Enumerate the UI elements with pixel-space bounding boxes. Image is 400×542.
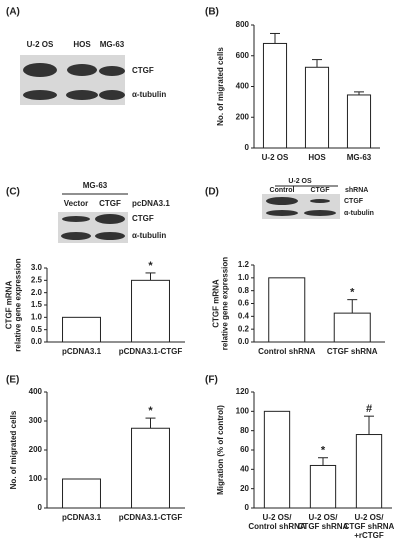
y-tick-label: 100 [236,406,250,415]
y-tick-label: 100 [29,474,43,483]
y-tick-label: 0 [245,143,250,152]
panel-label: (F) [205,375,218,386]
blot-bands [23,63,125,100]
bar [62,316,101,343]
x-tick-label: U-2 OS [262,153,289,162]
panel-label: (C) [6,187,20,198]
significance-marker: # [366,403,372,415]
y-axis-label: No. of migrated cells [9,410,18,489]
y-tick-label: 120 [236,387,250,396]
y-tick-label: 400 [236,82,250,91]
blot-column: pcDNA3.1 [132,199,170,208]
blot-header: U-2 OS [288,178,312,185]
y-tick-label: 1.0 [238,273,250,282]
bar [355,434,383,509]
blot-row: CTGF [344,198,364,205]
x-tick-label: U-2 OS/ [355,513,385,522]
blot-row: α-tubulin [132,231,166,240]
y-tick-label: 60 [240,445,249,454]
y-tick-label: 0.8 [238,286,250,295]
x-tick-label: Control shRNA [258,347,316,356]
panel-label: (A) [6,7,20,18]
bar [333,312,371,343]
blot-column: U-2 OS [27,40,54,49]
x-tick-label: U-2 OS/ [263,513,293,522]
y-tick-label: 2.5 [31,275,43,284]
y-tick-label: 1.5 [31,300,43,309]
x-tick-label: HOS [308,153,326,162]
bar [62,478,101,509]
x-tick-label: pCDNA3.1 [62,513,102,522]
y-tick-label: 1.2 [238,260,250,269]
y-tick-label: 200 [236,112,250,121]
y-tick-label: 1.0 [31,312,43,321]
y-tick-label: 0 [245,503,250,512]
y-tick-label: 2.0 [31,288,43,297]
y-tick-label: 0.4 [238,311,250,320]
bar [131,427,170,509]
y-axis-label: No. of migrated cells [216,47,225,126]
significance-marker: * [148,405,153,417]
bar [304,66,330,149]
blot-column: MG-63 [100,40,125,49]
y-tick-label: 0.5 [31,325,43,334]
x-tick-label: U-2 OS/ [309,513,339,522]
panel-label: (E) [6,375,19,386]
bar [263,410,291,509]
blot-row: CTGF [132,214,154,223]
significance-marker: * [321,445,326,457]
y-tick-label: 300 [29,416,43,425]
blot-column: Vector [64,199,88,208]
x-tick-label: Control shRNA [248,522,306,531]
blot-column: shRNA [345,187,368,194]
bar [262,42,288,149]
x-tick-label: pCDNA3.1 [62,347,102,356]
y-axis-label: CTGF mRNA [5,281,14,330]
x-tick-label: CTGF shRNA [344,522,395,531]
x-tick-label: +rCTGF [354,531,384,540]
y-tick-label: 400 [29,387,43,396]
y-tick-label: 600 [236,51,250,60]
y-tick-label: 0.0 [238,337,250,346]
y-axis-label: relative gene expression [221,257,230,350]
y-tick-label: 80 [240,426,249,435]
bar [131,279,170,343]
y-axis-label: Migration (% of control) [216,405,225,495]
blot-column: CTGF [310,187,330,194]
blot-column: CTGF [99,199,121,208]
blot-column: HOS [73,40,91,49]
y-tick-label: 200 [29,445,43,454]
y-tick-label: 0.0 [31,337,43,346]
y-tick-label: 20 [240,484,249,493]
blot-header: MG-63 [83,181,108,190]
bar [268,277,306,343]
y-tick-label: 0.2 [238,324,250,333]
panel-label: (B) [205,7,219,18]
y-axis-label: CTGF mRNA [212,279,221,328]
x-tick-label: CTGF shRNA [298,522,349,531]
bar [346,94,372,149]
y-tick-label: 0.6 [238,299,250,308]
panel-label: (D) [205,187,219,198]
blot-row: CTGF [132,66,154,75]
blot-bands [266,197,336,216]
significance-marker: * [350,287,355,299]
significance-marker: * [148,260,153,272]
y-tick-label: 0 [38,503,43,512]
blot-row: α-tubulin [344,210,374,217]
y-axis-label: relative gene expression [14,258,23,351]
blot-bands [61,214,125,240]
blot-row: α-tubulin [132,90,166,99]
x-tick-label: pCDNA3.1-CTGF [119,347,183,356]
y-tick-label: 40 [240,464,249,473]
y-tick-label: 3.0 [31,263,43,272]
blot-column: Control [270,187,295,194]
y-tick-label: 800 [236,20,250,29]
bar [309,464,337,509]
x-tick-label: CTGF shRNA [327,347,378,356]
x-tick-label: MG-63 [347,153,372,162]
x-tick-label: pCDNA3.1-CTGF [119,513,183,522]
